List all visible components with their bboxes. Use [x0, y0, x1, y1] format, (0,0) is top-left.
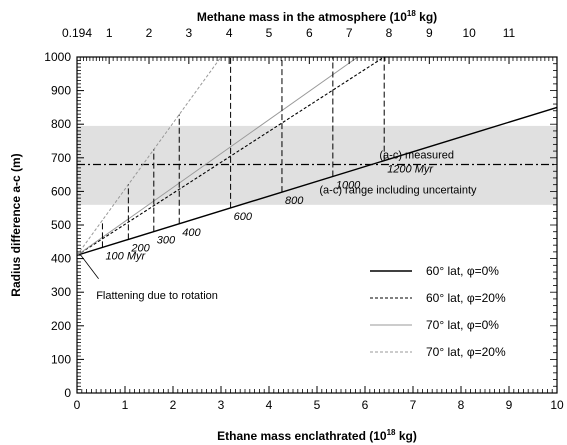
- top-tick-label: 4: [226, 26, 233, 40]
- flattening-label: Flattening due to rotation: [96, 290, 218, 302]
- plot-frame: [76, 56, 558, 394]
- top-tick-label: 9: [426, 26, 433, 40]
- time-marker-label: 600: [234, 211, 253, 223]
- time-marker-label: 400: [182, 227, 201, 239]
- series-layer: [76, 56, 558, 256]
- band-label: (a-c) range including uncertainty: [319, 185, 477, 197]
- y-tick-label: 100: [51, 352, 71, 366]
- time-marker-label: 1200 Myr: [387, 164, 434, 176]
- top-tick-label: 0.194: [62, 26, 92, 40]
- legend-label: 70° lat, φ=20%: [426, 345, 506, 359]
- legend-label: 70° lat, φ=0%: [426, 318, 499, 332]
- top-tick-label: 8: [386, 26, 393, 40]
- flattening-pointer: [80, 254, 99, 280]
- x-tick-label: 7: [410, 398, 417, 412]
- x-tick-label: 4: [266, 398, 273, 412]
- x-tick-label: 6: [362, 398, 369, 412]
- series-line-3: [76, 56, 359, 256]
- uncertainty-band-layer: [77, 125, 557, 205]
- top-axis-title: Methane mass in the atmosphere (1018 kg): [197, 9, 437, 24]
- time-marker-label: 300: [157, 235, 176, 247]
- x-tick-label: 8: [458, 398, 465, 412]
- time-marker-label: 800: [285, 195, 304, 207]
- time-marker-label: 100 Myr: [105, 250, 146, 262]
- x-tick-label: 10: [550, 398, 564, 412]
- y-tick-label: 400: [51, 252, 71, 266]
- top-tick-label: 5: [266, 26, 273, 40]
- top-tick-label: 1: [106, 26, 113, 40]
- top-tick-label: 11: [503, 26, 516, 40]
- time-marker-label: 200: [130, 242, 150, 254]
- y-tick-label: 900: [51, 84, 71, 98]
- y-tick-label: 0: [64, 386, 71, 400]
- series-line-4: [76, 56, 222, 256]
- y-tick-label: 600: [51, 184, 71, 198]
- top-tick-label: 2: [146, 26, 153, 40]
- y-axis-title: Radius difference a-c (m): [9, 153, 23, 296]
- series-line-1: [76, 106, 558, 256]
- x-tick-label: 5: [314, 398, 321, 412]
- legend-label: 60° lat, φ=20%: [426, 291, 506, 305]
- y-tick-label: 300: [51, 285, 71, 299]
- y-tick-label: 1000: [44, 50, 71, 64]
- x-tick-label: 2: [170, 398, 177, 412]
- legend: 60° lat, φ=0% 60° lat, φ=20% 70° lat, φ=0%…: [370, 264, 506, 359]
- y-tick-label: 800: [51, 117, 71, 131]
- uncertainty-band: [77, 125, 557, 205]
- time-marker-label: 1000: [336, 179, 361, 191]
- top-tick-label: 6: [306, 26, 313, 40]
- top-tick-label: 3: [185, 26, 192, 40]
- x-axis-title: Ethane mass enclathrated (1018 kg): [217, 428, 417, 443]
- x-tick-label: 9: [506, 398, 513, 412]
- series-line-2: [76, 56, 385, 256]
- legend-label: 60° lat, φ=0%: [426, 264, 499, 278]
- top-tick-label: 10: [462, 26, 476, 40]
- x-tick-label: 3: [218, 398, 225, 412]
- y-tick-label: 200: [51, 319, 71, 333]
- y-tick-label: 500: [51, 218, 71, 232]
- y-tick-label: 700: [51, 151, 71, 165]
- top-tick-label: 7: [346, 26, 353, 40]
- x-tick-label: 1: [122, 398, 129, 412]
- axes-layer: [76, 56, 558, 394]
- x-tick-label: 0: [74, 398, 81, 412]
- measured-label: (a-c) measured: [379, 150, 454, 162]
